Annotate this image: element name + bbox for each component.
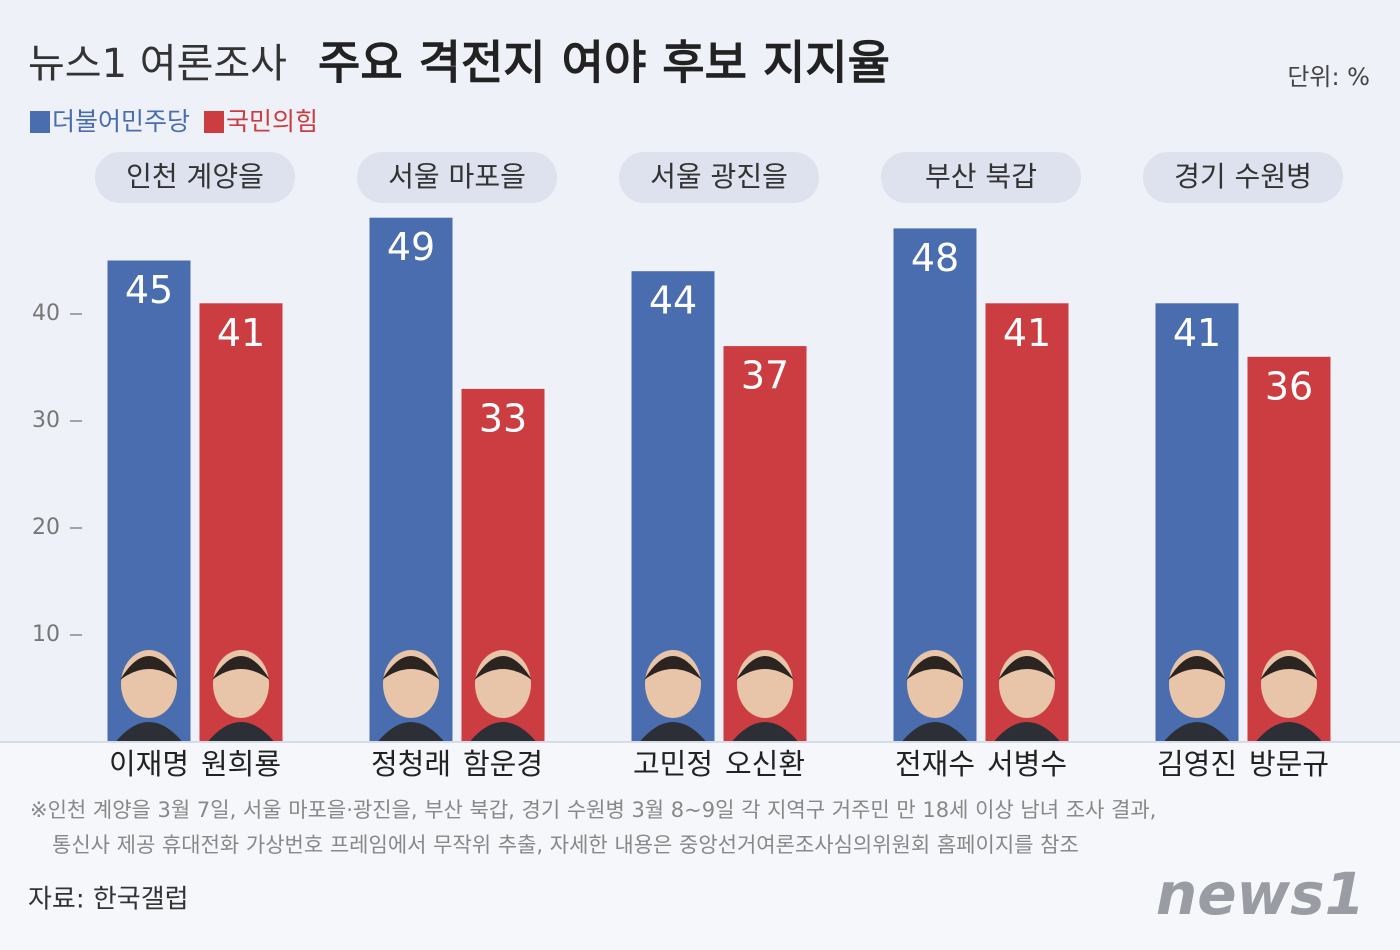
candidate-name: 고민정 [633,747,713,781]
portrait-hair [474,656,532,680]
legend-label: 국민의힘 [226,107,318,136]
portrait-shoulders [993,722,1061,742]
y-tick-label: 20 [32,515,60,540]
portrait-shoulders [207,722,275,742]
portrait-shoulders [639,722,707,742]
data-label: 49 [387,225,435,269]
portrait-hair [736,656,794,680]
data-label: 41 [217,311,265,355]
chart-title: 주요 격전지 여야 후보 지지율 [318,36,890,90]
category-pill [95,152,295,203]
category-label: 경기 수원병 [1174,160,1312,193]
y-tick-label: 40 [32,301,60,326]
category-label: 서울 광진을 [650,160,788,193]
portrait-shoulders [1163,722,1231,742]
category-pill [1143,152,1343,203]
portrait-shoulders [1255,722,1323,742]
candidate-name: 방문규 [1249,747,1329,781]
candidate-name: 오신환 [725,747,805,781]
data-label: 33 [479,396,527,440]
data-label: 48 [911,236,959,280]
portrait-hair [212,656,270,680]
category-pill [619,152,819,203]
candidate-name: 이재명 [109,747,189,781]
legend-swatch [30,111,50,133]
source: 자료: 한국갤럽 [28,885,189,915]
data-label: 37 [741,354,789,398]
portrait-hair [644,656,702,680]
candidate-name: 원희룡 [201,747,281,781]
candidate-name: 서병수 [987,747,1067,781]
candidate-name: 함운경 [463,747,543,781]
candidate-name: 정청래 [371,747,451,781]
portrait-shoulders [115,722,183,742]
category-pill [881,152,1081,203]
category-label: 인천 계양을 [126,160,264,193]
category-label: 부산 북갑 [925,160,1037,193]
data-label: 36 [1265,364,1313,408]
y-tick-label: 30 [32,408,60,433]
portrait-hair [120,656,178,680]
portrait-shoulders [731,722,799,742]
portrait-shoulders [377,722,445,742]
portrait-shoulders [901,722,969,742]
data-label: 45 [125,268,173,312]
portrait-hair [906,656,964,680]
title-lead: 뉴스1 여론조사 [28,41,287,87]
data-label: 41 [1003,311,1051,355]
portrait-shoulders [469,722,537,742]
y-tick-label: 10 [32,622,60,647]
footer-band [0,742,1400,950]
category-label: 서울 마포을 [388,160,526,193]
portrait-hair [382,656,440,680]
note: 통신사 제공 휴대전화 가상번호 프레임에서 무작위 추출, 자세한 내용은 중… [52,833,1079,857]
data-label: 41 [1173,311,1221,355]
legend-swatch [204,111,225,133]
portrait-hair [998,656,1056,680]
category-pill [357,152,557,203]
portrait-hair [1260,656,1318,680]
candidate-name: 전재수 [895,747,975,781]
data-label: 44 [649,279,697,323]
note: ※인천 계양을 3월 7일, 서울 마포을·광진을, 부산 북갑, 경기 수원병… [30,798,1156,822]
candidate-name: 김영진 [1157,747,1237,781]
legend-label: 더불어민주당 [52,107,190,136]
portrait-hair [1168,656,1226,680]
unit: 단위: % [1287,63,1370,91]
logo: news1 [1156,860,1365,928]
